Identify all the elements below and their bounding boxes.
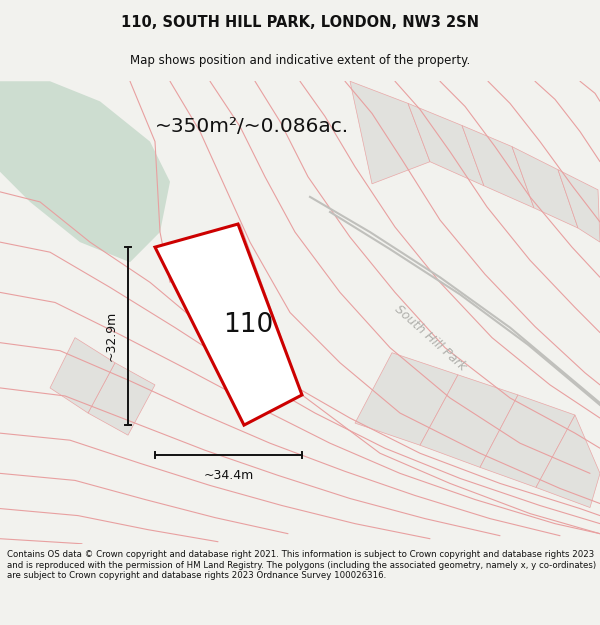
Text: Map shows position and indicative extent of the property.: Map shows position and indicative extent… — [130, 54, 470, 68]
Text: 110: 110 — [223, 312, 273, 338]
Text: ~350m²/~0.086ac.: ~350m²/~0.086ac. — [155, 117, 349, 136]
Polygon shape — [480, 395, 575, 488]
Polygon shape — [408, 103, 484, 186]
Polygon shape — [0, 81, 170, 262]
Polygon shape — [88, 362, 155, 435]
Polygon shape — [558, 170, 600, 242]
Polygon shape — [350, 81, 430, 184]
Polygon shape — [420, 375, 518, 468]
Text: ~32.9m: ~32.9m — [105, 311, 118, 361]
Polygon shape — [536, 415, 600, 508]
Polygon shape — [462, 126, 534, 208]
Text: Contains OS data © Crown copyright and database right 2021. This information is : Contains OS data © Crown copyright and d… — [7, 550, 596, 580]
Polygon shape — [155, 224, 302, 425]
Text: South Hill Park: South Hill Park — [392, 302, 469, 373]
Text: ~34.4m: ~34.4m — [203, 469, 254, 482]
Polygon shape — [512, 147, 578, 228]
Text: 110, SOUTH HILL PARK, LONDON, NW3 2SN: 110, SOUTH HILL PARK, LONDON, NW3 2SN — [121, 15, 479, 30]
Polygon shape — [50, 338, 115, 413]
Polygon shape — [355, 352, 458, 445]
